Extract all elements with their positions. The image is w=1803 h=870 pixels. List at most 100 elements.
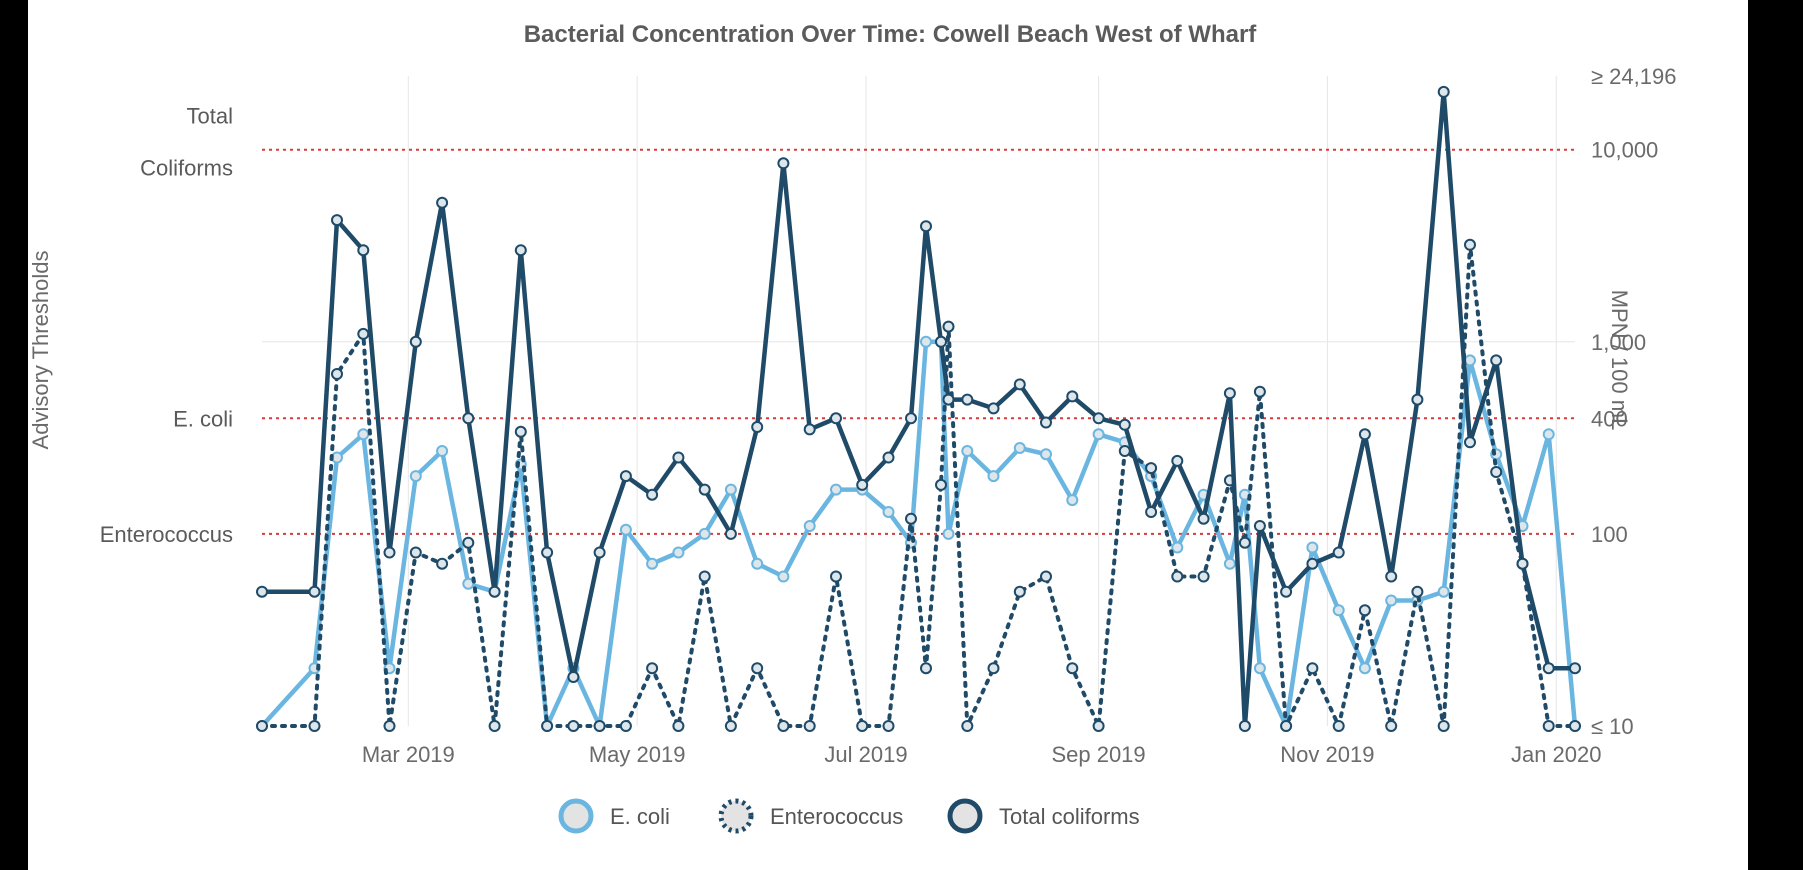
data-point-ecoli[interactable] — [646, 557, 659, 570]
data-point-ecoli[interactable] — [698, 527, 711, 540]
data-point-enterococcus[interactable] — [619, 720, 632, 732]
data-point-total-coliforms[interactable] — [1092, 412, 1105, 425]
data-point-enterococcus[interactable] — [1253, 385, 1266, 398]
data-point-ecoli[interactable] — [1542, 428, 1555, 441]
data-point-total-coliforms[interactable] — [942, 393, 955, 406]
data-point-total-coliforms[interactable] — [987, 402, 1000, 415]
data-point-enterococcus[interactable] — [935, 478, 947, 491]
data-point-total-coliforms[interactable] — [462, 412, 475, 425]
data-point-ecoli[interactable] — [1253, 662, 1266, 675]
data-point-enterococcus[interactable] — [920, 662, 932, 675]
data-point-enterococcus[interactable] — [1092, 720, 1105, 732]
data-point-total-coliforms[interactable] — [357, 244, 370, 257]
data-point-enterococcus[interactable] — [1066, 662, 1079, 675]
data-point-ecoli[interactable] — [1171, 541, 1184, 554]
data-point-total-coliforms[interactable] — [646, 488, 659, 501]
data-point-total-coliforms[interactable] — [541, 546, 554, 559]
data-point-enterococcus[interactable] — [1040, 570, 1052, 583]
data-point-enterococcus[interactable] — [1306, 662, 1319, 675]
data-point-total-coliforms[interactable] — [935, 335, 947, 348]
data-point-enterococcus[interactable] — [541, 720, 554, 732]
data-point-total-coliforms[interactable] — [803, 423, 816, 436]
data-point-total-coliforms[interactable] — [1464, 436, 1476, 449]
data-point-total-coliforms[interactable] — [1437, 85, 1450, 98]
data-point-enterococcus[interactable] — [436, 557, 449, 570]
data-point-total-coliforms[interactable] — [1569, 662, 1581, 675]
data-point-ecoli[interactable] — [942, 527, 955, 540]
data-point-total-coliforms[interactable] — [1306, 557, 1319, 570]
data-point-enterococcus[interactable] — [1490, 466, 1503, 478]
data-point-total-coliforms[interactable] — [1411, 393, 1424, 406]
data-point-total-coliforms[interactable] — [1040, 416, 1052, 429]
data-point-total-coliforms[interactable] — [1385, 570, 1398, 583]
data-point-enterococcus[interactable] — [1197, 570, 1210, 583]
data-point-ecoli[interactable] — [830, 483, 842, 496]
data-point-total-coliforms[interactable] — [751, 421, 764, 433]
data-point-enterococcus[interactable] — [1013, 585, 1026, 598]
data-point-total-coliforms[interactable] — [920, 220, 932, 233]
data-point-ecoli[interactable] — [724, 483, 737, 496]
data-point-ecoli[interactable] — [920, 335, 932, 348]
data-point-total-coliforms[interactable] — [1490, 354, 1503, 367]
data-point-total-coliforms[interactable] — [1197, 512, 1210, 525]
data-point-enterococcus[interactable] — [409, 546, 422, 559]
data-point-enterococcus[interactable] — [942, 320, 955, 333]
data-point-total-coliforms[interactable] — [1171, 454, 1184, 467]
data-point-enterococcus[interactable] — [1464, 238, 1476, 251]
data-point-enterococcus[interactable] — [777, 720, 790, 732]
data-point-enterococcus[interactable] — [905, 512, 917, 525]
data-point-total-coliforms[interactable] — [593, 546, 606, 559]
data-point-enterococcus[interactable] — [488, 720, 501, 732]
data-point-ecoli[interactable] — [961, 445, 974, 457]
data-point-enterococcus[interactable] — [383, 720, 396, 732]
data-point-total-coliforms[interactable] — [383, 546, 396, 559]
data-point-ecoli[interactable] — [1385, 594, 1398, 607]
data-point-enterococcus[interactable] — [567, 720, 580, 732]
data-point-ecoli[interactable] — [1437, 585, 1450, 598]
data-point-ecoli[interactable] — [987, 470, 1000, 483]
data-point-enterococcus[interactable] — [830, 570, 842, 583]
data-point-total-coliforms[interactable] — [436, 196, 449, 209]
data-point-total-coliforms[interactable] — [1253, 520, 1266, 532]
data-point-enterococcus[interactable] — [462, 536, 475, 549]
data-point-ecoli[interactable] — [803, 520, 816, 532]
data-point-enterococcus[interactable] — [1411, 585, 1424, 598]
data-point-enterococcus[interactable] — [856, 720, 869, 732]
data-point-enterococcus[interactable] — [1118, 445, 1131, 457]
data-point-enterococcus[interactable] — [672, 720, 685, 732]
data-point-total-coliforms[interactable] — [830, 412, 842, 425]
data-point-ecoli[interactable] — [1040, 448, 1052, 461]
legend-item-ecoli[interactable]: E. coli — [558, 798, 670, 834]
data-point-ecoli[interactable] — [1464, 354, 1476, 367]
data-point-total-coliforms[interactable] — [1358, 428, 1371, 441]
data-point-total-coliforms[interactable] — [856, 478, 869, 491]
data-point-enterococcus[interactable] — [987, 662, 1000, 675]
data-point-enterococcus[interactable] — [593, 720, 606, 732]
data-point-total-coliforms[interactable] — [1280, 585, 1293, 598]
data-point-total-coliforms[interactable] — [1118, 418, 1131, 431]
data-point-total-coliforms[interactable] — [905, 412, 917, 425]
data-point-enterococcus[interactable] — [751, 662, 764, 675]
data-point-enterococcus[interactable] — [308, 720, 321, 732]
data-point-total-coliforms[interactable] — [698, 483, 711, 496]
legend-item-enterococcus[interactable]: Enterococcus — [718, 798, 903, 834]
data-point-total-coliforms[interactable] — [1066, 390, 1079, 403]
data-point-ecoli[interactable] — [751, 557, 764, 570]
data-point-enterococcus[interactable] — [1332, 720, 1345, 732]
data-point-total-coliforms[interactable] — [514, 244, 527, 257]
data-point-ecoli[interactable] — [882, 506, 895, 518]
data-point-total-coliforms[interactable] — [1516, 557, 1529, 570]
data-point-enterococcus[interactable] — [698, 570, 711, 583]
data-point-total-coliforms[interactable] — [777, 157, 790, 170]
data-point-enterococcus[interactable] — [1280, 720, 1293, 732]
data-point-total-coliforms[interactable] — [961, 393, 974, 406]
data-point-total-coliforms[interactable] — [1238, 720, 1251, 732]
data-point-ecoli[interactable] — [777, 570, 790, 583]
legend-item-total-coliforms[interactable]: Total coliforms — [947, 798, 1140, 834]
data-point-total-coliforms[interactable] — [619, 470, 632, 483]
data-point-total-coliforms[interactable] — [409, 335, 422, 348]
data-point-ecoli[interactable] — [619, 523, 632, 536]
data-point-enterococcus[interactable] — [514, 425, 527, 438]
data-point-ecoli[interactable] — [1223, 557, 1236, 570]
data-point-enterococcus[interactable] — [1145, 462, 1158, 475]
